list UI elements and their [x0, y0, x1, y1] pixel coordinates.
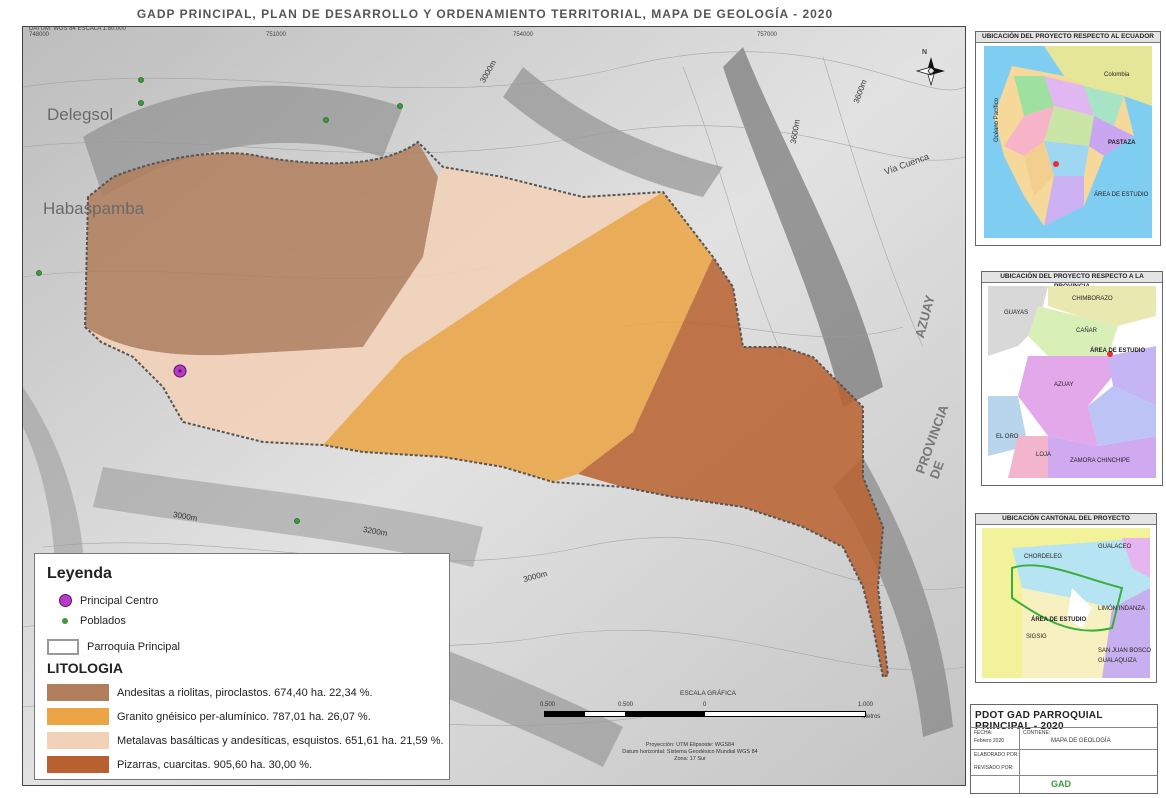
- label-oceano: Océano Pacífico: [994, 97, 1000, 142]
- parroquia-boundary: [83, 140, 890, 679]
- credit-line: Proyección: UTM Elipsoide: WGS84: [645, 742, 735, 748]
- label-guayas: GUAYAS: [1004, 310, 1029, 316]
- label-colombia: Colombia: [1104, 72, 1130, 78]
- inset-title: UBICACIÓN CANTONAL DEL PROYECTO: [976, 514, 1156, 525]
- legend-label: Principal Centro: [80, 594, 159, 607]
- inset-title: UBICACIÓN DEL PROYECTO RESPECTO A LA PRO…: [982, 272, 1162, 290]
- label-limon-indanza: LIMÓN INDANZA: [1098, 606, 1146, 612]
- legend-item-metalavas: Metalavas basálticas y andesíticas, esqu…: [47, 732, 444, 749]
- inset-ecuador: UBICACIÓN DEL PROYECTO RESPECTO AL ECUAD…: [975, 31, 1161, 246]
- x-tick: 751000: [266, 32, 287, 38]
- unit-metalavas: [85, 167, 663, 445]
- label-chimborazo: CHIMBORAZO: [1072, 296, 1113, 302]
- poblado-icon: [62, 618, 68, 624]
- title-block: PDOT GAD PARROQUIAL PRINCIPAL - 2020 FEC…: [970, 704, 1158, 794]
- map-credits: Proyección: UTM Elipsoide: WGS84 Datum h…: [560, 742, 820, 763]
- litologia-title: LITOLOGIA: [47, 660, 123, 676]
- legend-item-granito: Granito gnéisico per-alumínico. 787,01 h…: [47, 708, 371, 725]
- label-san-juan-bosco: SAN JUAN BOSCO: [1098, 648, 1152, 654]
- scale-label: 0.500: [540, 702, 556, 708]
- unit-andesitas: [85, 142, 438, 356]
- label-el-oro: EL ORO: [996, 434, 1019, 440]
- label-zamora: ZAMORA CHINCHIPE: [1070, 458, 1131, 464]
- legend-label: Andesitas a riolitas, piroclastos. 674,4…: [117, 686, 373, 699]
- corner-note: DATUM: WGS 84 ESCALA 1:80.000: [29, 26, 126, 32]
- legend-item-pizarras: Pizarras, cuarcitas. 905,60 ha. 30,00 %.: [47, 756, 312, 773]
- inset-cantonal: UBICACIÓN CANTONAL DEL PROYECTO CHORDELE…: [975, 513, 1157, 683]
- legend-label: Pizarras, cuarcitas. 905,60 ha. 30,00 %.: [117, 758, 313, 771]
- scale-unit: Metros: [862, 714, 881, 720]
- credit-line: Zona: 17 Sur: [674, 756, 706, 762]
- legend-item-parroquia: Parroquia Principal: [47, 639, 180, 655]
- north-arrow-icon: [915, 57, 945, 87]
- legend-label: Metalavas basálticas y andesíticas, esqu…: [117, 734, 444, 747]
- legend-label: Granito gnéisico per-alumínico. 787,01 h…: [117, 710, 371, 723]
- map-title: GADP PRINCIPAL, PLAN DE DESARROLLO Y ORD…: [136, 7, 834, 21]
- label-sigsig: SIGSIG: [1026, 634, 1047, 640]
- place-habaspamba: Habaspamba: [43, 199, 145, 218]
- legend-title: Leyenda: [47, 565, 112, 582]
- scale-title: ESCALA GRÁFICA: [680, 690, 736, 697]
- scale-label: 0: [703, 702, 707, 708]
- swatch-metalavas: [47, 732, 109, 749]
- inset-provincia: UBICACIÓN DEL PROYECTO RESPECTO A LA PRO…: [981, 271, 1163, 486]
- x-tick: 748000: [29, 32, 50, 38]
- ecuador-map: [984, 46, 1152, 238]
- scale-segments: [544, 711, 866, 717]
- place-delegsol: Delegsol: [47, 105, 114, 124]
- swatch-granito: [47, 708, 109, 725]
- label-pastaza: PASTAZA: [1108, 140, 1136, 146]
- fecha-value: Febrero 2020: [974, 738, 1005, 744]
- provincia-map: [988, 286, 1156, 478]
- label-canar: CAÑAR: [1076, 328, 1098, 334]
- inset-title: UBICACIÓN DEL PROYECTO RESPECTO AL ECUAD…: [976, 32, 1160, 43]
- fecha-label: FECHA:: [974, 730, 993, 736]
- scale-label: 0.500: [618, 702, 634, 708]
- map-name: MAPA DE GEOLOGÍA: [1051, 738, 1111, 744]
- label-gualaquiza: GUALAQUIZA: [1098, 658, 1137, 664]
- legend-item-andesitas: Andesitas a riolitas, piroclastos. 674,4…: [47, 684, 373, 701]
- label-chordeleg: CHORDELEG: [1024, 554, 1063, 560]
- label-area-estudio: ÁREA DE ESTUDIO: [1090, 348, 1146, 354]
- legend-label: Parroquia Principal: [87, 641, 180, 653]
- legend: Leyenda Principal Centro Poblados Parroq…: [34, 553, 450, 780]
- label-azuay: AZUAY: [1054, 382, 1074, 388]
- swatch-andesitas: [47, 684, 109, 701]
- title-block-heading: PDOT GAD PARROQUIAL PRINCIPAL - 2020: [975, 710, 1103, 732]
- scale-bar: ESCALA GRÁFICA 0.500 0.500 0 1.000 Metro…: [540, 690, 880, 730]
- revisado-label: REVISADO POR:: [974, 765, 1014, 771]
- swatch-pizarras: [47, 756, 109, 773]
- gad-logo: GAD: [1051, 779, 1071, 789]
- principal-centro-icon: [59, 594, 72, 607]
- elaborado-label: ELABORADO POR:: [974, 752, 1019, 758]
- contenido-label: CONTIENE:: [1023, 730, 1051, 736]
- legend-item-poblados: Poblados: [47, 615, 126, 627]
- label-area-estudio: ÁREA DE ESTUDIO: [1031, 617, 1087, 623]
- legend-item-principal-centro: Principal Centro: [47, 594, 158, 607]
- credit-line: Datum horizontal: Sistema Geodésico Mund…: [622, 749, 758, 755]
- label-gualaceo: GUALACEO: [1098, 544, 1132, 550]
- cantonal-map: [982, 528, 1150, 678]
- label-area-estudio: ÁREA DE ESTUDIO: [1094, 192, 1149, 198]
- legend-label: Poblados: [80, 615, 126, 627]
- x-tick: 757000: [757, 32, 778, 38]
- label-loja: LOJA: [1036, 452, 1052, 458]
- north-label: N: [922, 49, 928, 56]
- unit-pizarras: [578, 257, 888, 677]
- unit-granito: [323, 192, 713, 482]
- x-tick: 754000: [513, 32, 534, 38]
- boundary-icon: [47, 639, 79, 655]
- scale-label: 1.000: [858, 702, 874, 708]
